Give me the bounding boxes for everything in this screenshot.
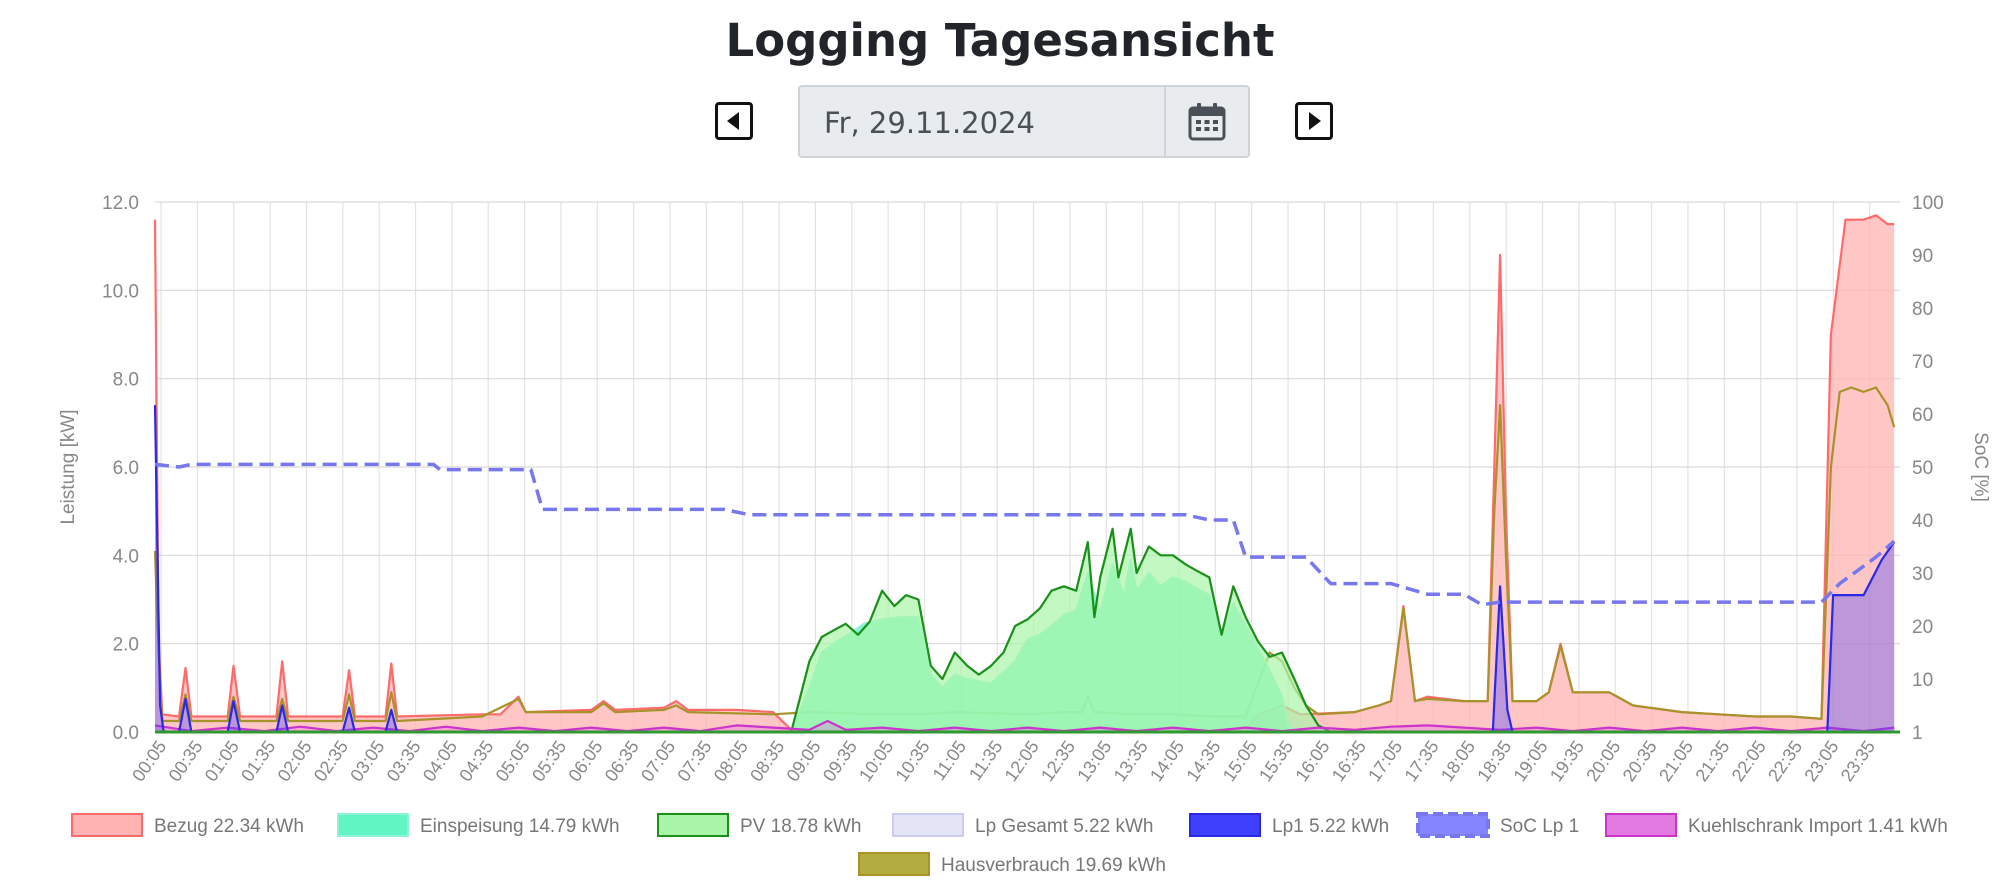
x-tick-label: 04:35 bbox=[455, 737, 497, 785]
date-picker[interactable]: Fr, 29.11.2024 bbox=[798, 85, 1250, 158]
x-tick-label: 21:35 bbox=[1691, 737, 1733, 785]
x-tick-label: 12:05 bbox=[1001, 737, 1043, 785]
x-tick-label: 14:05 bbox=[1146, 737, 1188, 785]
x-tick-label: 09:05 bbox=[782, 737, 824, 785]
x-tick-label: 03:35 bbox=[383, 737, 425, 785]
y-tick-left: 10.0 bbox=[102, 281, 139, 302]
legend-swatch-kuehlschrank-import bbox=[1605, 813, 1677, 837]
series-line-kuehlschrank-import bbox=[154, 719, 1895, 733]
legend-swatch-lp1 bbox=[1189, 813, 1261, 837]
x-tick-label: 23:05 bbox=[1800, 737, 1842, 785]
x-tick-label: 19:35 bbox=[1546, 737, 1588, 785]
x-tick-label: 00:35 bbox=[164, 737, 206, 785]
legend-label-pv: PV 18.78 kWh bbox=[740, 816, 861, 837]
calendar-icon bbox=[1188, 103, 1226, 141]
x-tick-label: 11:35 bbox=[965, 737, 1006, 784]
y-tick-left: 0.0 bbox=[113, 723, 139, 744]
legend-label-lp-gesamt: Lp Gesamt 5.22 kWh bbox=[975, 816, 1153, 837]
y-tick-right: 90 bbox=[1912, 246, 1933, 267]
y-tick-right: 20 bbox=[1912, 617, 1933, 638]
legend-swatch-bezug bbox=[71, 813, 143, 837]
legend-label-einspeisung: Einspeisung 14.79 kWh bbox=[420, 816, 620, 837]
x-tick-label: 04:05 bbox=[419, 737, 461, 785]
x-tick-label: 15:05 bbox=[1219, 737, 1261, 785]
x-tick-label: 13:35 bbox=[1110, 737, 1152, 785]
x-tick-label: 10:05 bbox=[855, 737, 897, 785]
y-tick-left: 4.0 bbox=[113, 546, 139, 567]
x-tick-label: 00:05 bbox=[128, 737, 170, 785]
prev-day-button[interactable] bbox=[715, 102, 753, 140]
next-day-button[interactable] bbox=[1295, 102, 1333, 140]
legend-swatch-lp-gesamt bbox=[892, 813, 964, 837]
series-area-pv bbox=[791, 528, 1331, 732]
caret-left-icon bbox=[727, 112, 739, 130]
legend-swatch-hausverbrauch bbox=[858, 852, 930, 876]
x-tick-label: 17:05 bbox=[1364, 737, 1406, 785]
caret-right-icon bbox=[1309, 112, 1321, 130]
y-axis-title-left: Leistung [kW] bbox=[58, 409, 79, 524]
x-tick-label: 22:05 bbox=[1728, 737, 1770, 785]
y-tick-right: 50 bbox=[1912, 458, 1933, 479]
x-tick-label: 20:35 bbox=[1619, 737, 1661, 785]
legend-swatch-einspeisung bbox=[337, 813, 409, 837]
calendar-button[interactable] bbox=[1164, 87, 1248, 156]
legend-label-hausverbrauch: Hausverbrauch 19.69 kWh bbox=[941, 855, 1166, 876]
date-input[interactable]: Fr, 29.11.2024 bbox=[824, 106, 1035, 140]
y-tick-right: 10 bbox=[1912, 670, 1933, 691]
legend-label-bezug: Bezug 22.34 kWh bbox=[154, 816, 304, 837]
y-tick-right: 60 bbox=[1912, 405, 1933, 426]
x-tick-label: 20:05 bbox=[1582, 737, 1624, 785]
x-tick-label: 18:35 bbox=[1473, 737, 1515, 785]
x-tick-label: 13:05 bbox=[1073, 737, 1115, 785]
x-tick-label: 09:35 bbox=[819, 737, 861, 785]
x-tick-label: 16:35 bbox=[1328, 737, 1370, 785]
series-line-pv bbox=[790, 527, 1332, 733]
x-tick-label: 23:35 bbox=[1837, 737, 1879, 785]
x-tick-label: 07:35 bbox=[673, 737, 715, 785]
y-tick-right: 100 bbox=[1912, 193, 1944, 214]
x-tick-label: 17:35 bbox=[1401, 737, 1443, 785]
y-tick-right: 1 bbox=[1912, 723, 1923, 744]
x-tick-label: 05:05 bbox=[492, 737, 534, 785]
x-tick-label: 03:05 bbox=[346, 737, 388, 785]
legend-swatch-soc-lp-1 bbox=[1416, 812, 1490, 838]
x-tick-label: 19:05 bbox=[1510, 737, 1552, 785]
x-tick-label: 07:05 bbox=[637, 737, 679, 785]
legend-swatch-pv bbox=[657, 813, 729, 837]
x-tick-label: 15:35 bbox=[1255, 737, 1297, 785]
y-tick-left: 12.0 bbox=[102, 193, 139, 214]
legend-label-soc-lp-1: SoC Lp 1 bbox=[1500, 816, 1579, 837]
x-tick-label: 18:05 bbox=[1437, 737, 1479, 785]
x-tick-label: 22:35 bbox=[1764, 737, 1806, 785]
x-tick-label: 02:35 bbox=[310, 737, 352, 785]
y-tick-left: 6.0 bbox=[113, 458, 139, 479]
grid bbox=[155, 201, 1900, 733]
x-tick-label: 08:35 bbox=[746, 737, 788, 785]
y-axis-title-right: SoC [%] bbox=[1970, 432, 1991, 502]
x-tick-label: 01:05 bbox=[201, 737, 243, 785]
y-tick-right: 40 bbox=[1912, 511, 1933, 532]
x-tick-label: 05:35 bbox=[528, 737, 570, 785]
legend-label-kuehlschrank-import: Kuehlschrank Import 1.41 kWh bbox=[1688, 816, 1948, 837]
series-area-kuehlschrank-import bbox=[155, 721, 1895, 732]
x-tick-label: 06:05 bbox=[564, 737, 606, 785]
x-tick-label: 11:05 bbox=[929, 737, 970, 784]
x-tick-label: 02:05 bbox=[274, 737, 316, 785]
y-tick-left: 2.0 bbox=[113, 635, 139, 656]
x-tick-label: 16:05 bbox=[1291, 737, 1333, 785]
chart: 0.0 2.0 4.0 6.0 8.0 10.0 12.0 1 10 20 30 40 50 60 70 80… bbox=[58, 193, 1991, 876]
x-tick-label: 14:35 bbox=[1182, 737, 1224, 785]
x-tick-label: 08:05 bbox=[710, 737, 752, 785]
y-tick-right: 70 bbox=[1912, 352, 1933, 373]
x-tick-label: 21:05 bbox=[1655, 737, 1697, 785]
legend-label-lp1: Lp1 5.22 kWh bbox=[1272, 816, 1389, 837]
x-tick-label: 06:35 bbox=[601, 737, 643, 785]
y-tick-right: 80 bbox=[1912, 299, 1933, 320]
page-title: Logging Tagesansicht bbox=[725, 14, 1275, 67]
x-tick-label: 01:35 bbox=[237, 737, 279, 785]
x-tick-label: 12:35 bbox=[1037, 737, 1079, 785]
y-tick-left: 8.0 bbox=[113, 370, 139, 391]
y-tick-right: 30 bbox=[1912, 564, 1933, 585]
x-tick-label: 10:35 bbox=[892, 737, 934, 785]
